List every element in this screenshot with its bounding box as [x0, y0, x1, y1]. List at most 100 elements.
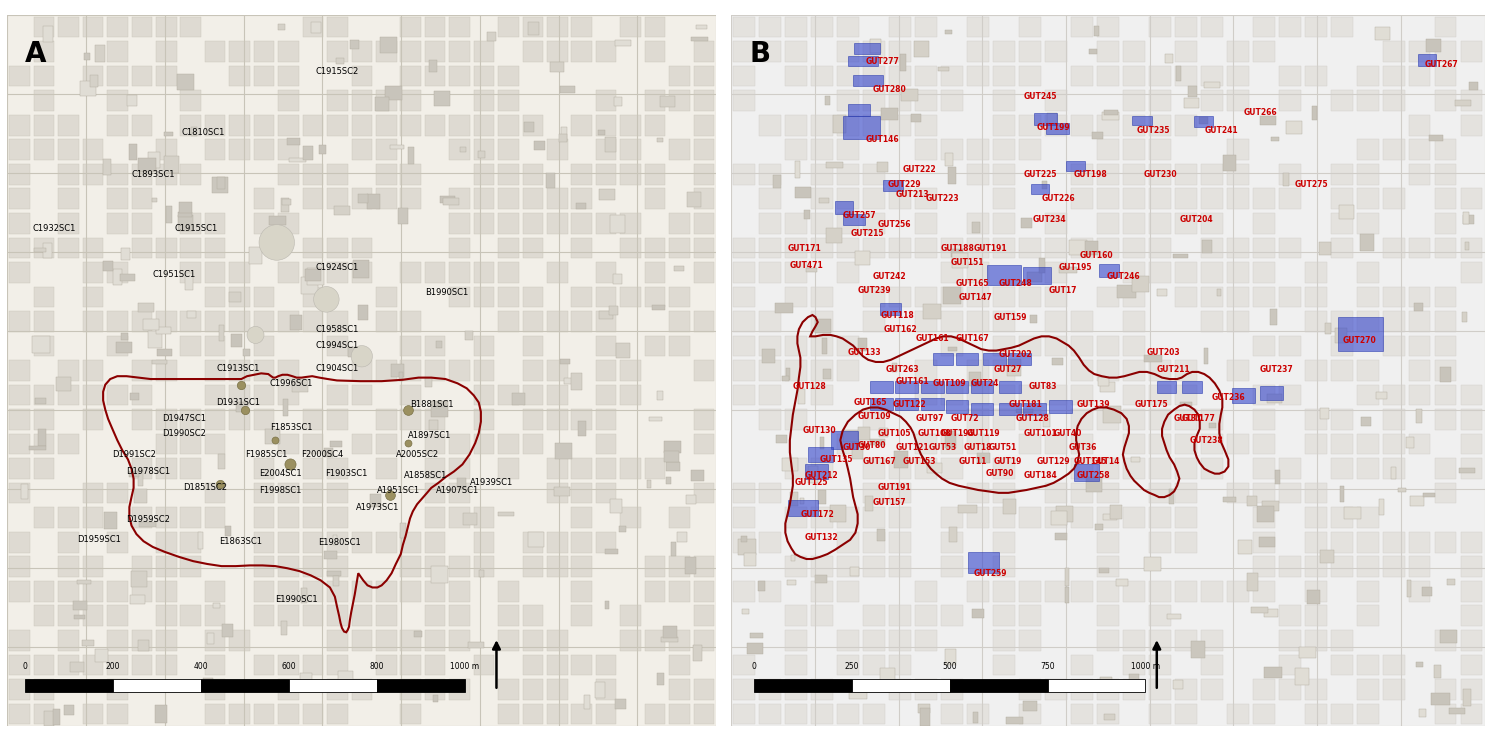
Bar — [278, 433, 298, 454]
Bar — [301, 276, 318, 294]
Bar — [915, 459, 937, 479]
Bar — [645, 262, 665, 282]
Bar — [82, 164, 103, 185]
Bar — [661, 96, 674, 107]
Bar — [254, 581, 275, 602]
Bar — [522, 630, 543, 651]
Bar — [889, 287, 912, 308]
Bar — [327, 385, 348, 405]
Bar — [303, 433, 324, 454]
Bar — [1097, 556, 1119, 577]
Bar — [107, 679, 128, 700]
Bar — [82, 139, 103, 160]
Text: GUT160: GUT160 — [1079, 250, 1113, 260]
Bar — [1149, 188, 1171, 209]
Bar — [1319, 242, 1331, 255]
Bar — [278, 139, 298, 160]
Bar — [1204, 348, 1209, 365]
Bar — [131, 311, 152, 332]
Bar — [1097, 630, 1119, 651]
Bar — [1071, 385, 1092, 405]
Bar — [107, 90, 128, 111]
Bar — [1267, 394, 1282, 402]
Bar — [670, 581, 689, 602]
Bar — [376, 41, 397, 62]
Bar — [1383, 654, 1404, 675]
Bar — [889, 66, 912, 87]
Bar — [837, 139, 859, 160]
Text: F1985SC1: F1985SC1 — [245, 450, 288, 459]
Text: C1958SC1: C1958SC1 — [316, 325, 360, 333]
Bar — [994, 287, 1015, 308]
Text: GUT203: GUT203 — [1147, 348, 1180, 357]
Bar — [498, 630, 519, 651]
Bar — [289, 679, 376, 692]
Bar — [327, 188, 348, 209]
Bar — [9, 483, 30, 503]
Bar — [1304, 556, 1326, 577]
Bar — [576, 204, 586, 209]
Bar — [157, 360, 176, 381]
Bar — [498, 511, 515, 516]
Bar — [967, 385, 989, 405]
Bar — [1174, 41, 1197, 62]
Text: GUT139: GUT139 — [1076, 400, 1110, 409]
Bar — [862, 459, 885, 479]
Bar — [1123, 360, 1144, 381]
Bar — [1304, 630, 1326, 651]
Bar — [548, 41, 567, 62]
Bar — [889, 679, 912, 700]
Bar — [862, 556, 885, 577]
Bar — [837, 336, 859, 356]
Bar — [1097, 238, 1119, 258]
Bar — [876, 529, 885, 541]
Bar — [1434, 665, 1441, 678]
Bar — [812, 679, 833, 700]
Bar — [967, 238, 989, 258]
Text: GUT230: GUT230 — [1144, 170, 1177, 179]
Text: GUT27: GUT27 — [994, 365, 1022, 373]
Bar — [782, 458, 798, 471]
Bar — [1019, 409, 1041, 430]
Bar — [1174, 630, 1197, 651]
Bar — [327, 262, 348, 282]
Bar — [967, 66, 989, 87]
Bar — [58, 360, 79, 381]
Bar — [1447, 579, 1455, 585]
Bar — [522, 336, 543, 356]
Text: F1903SC1: F1903SC1 — [325, 469, 367, 478]
Bar — [152, 198, 158, 202]
Bar — [670, 508, 689, 528]
Bar — [694, 115, 715, 136]
Bar — [34, 385, 54, 405]
Bar — [862, 188, 885, 209]
Bar — [181, 115, 201, 136]
Bar — [665, 462, 679, 471]
Bar — [1226, 360, 1249, 381]
Bar — [915, 90, 937, 111]
Text: GUT263: GUT263 — [886, 365, 919, 373]
Bar — [164, 132, 173, 136]
Bar — [1226, 238, 1249, 258]
Bar — [1019, 704, 1041, 724]
Bar — [186, 311, 195, 318]
Bar — [327, 654, 348, 675]
Bar — [1449, 708, 1465, 714]
Bar — [664, 441, 680, 453]
Bar — [1006, 717, 1022, 724]
Bar — [204, 213, 225, 233]
Bar — [595, 704, 616, 724]
Bar — [425, 654, 446, 675]
Bar — [204, 433, 225, 454]
Bar — [691, 471, 704, 481]
Bar — [733, 164, 755, 185]
Bar — [534, 141, 546, 150]
Bar — [1149, 483, 1171, 503]
Bar — [758, 581, 765, 591]
Bar — [278, 90, 298, 111]
Bar — [947, 167, 956, 184]
Bar — [1455, 100, 1471, 106]
Bar — [837, 704, 859, 724]
Bar — [788, 580, 795, 585]
Bar — [254, 41, 275, 62]
